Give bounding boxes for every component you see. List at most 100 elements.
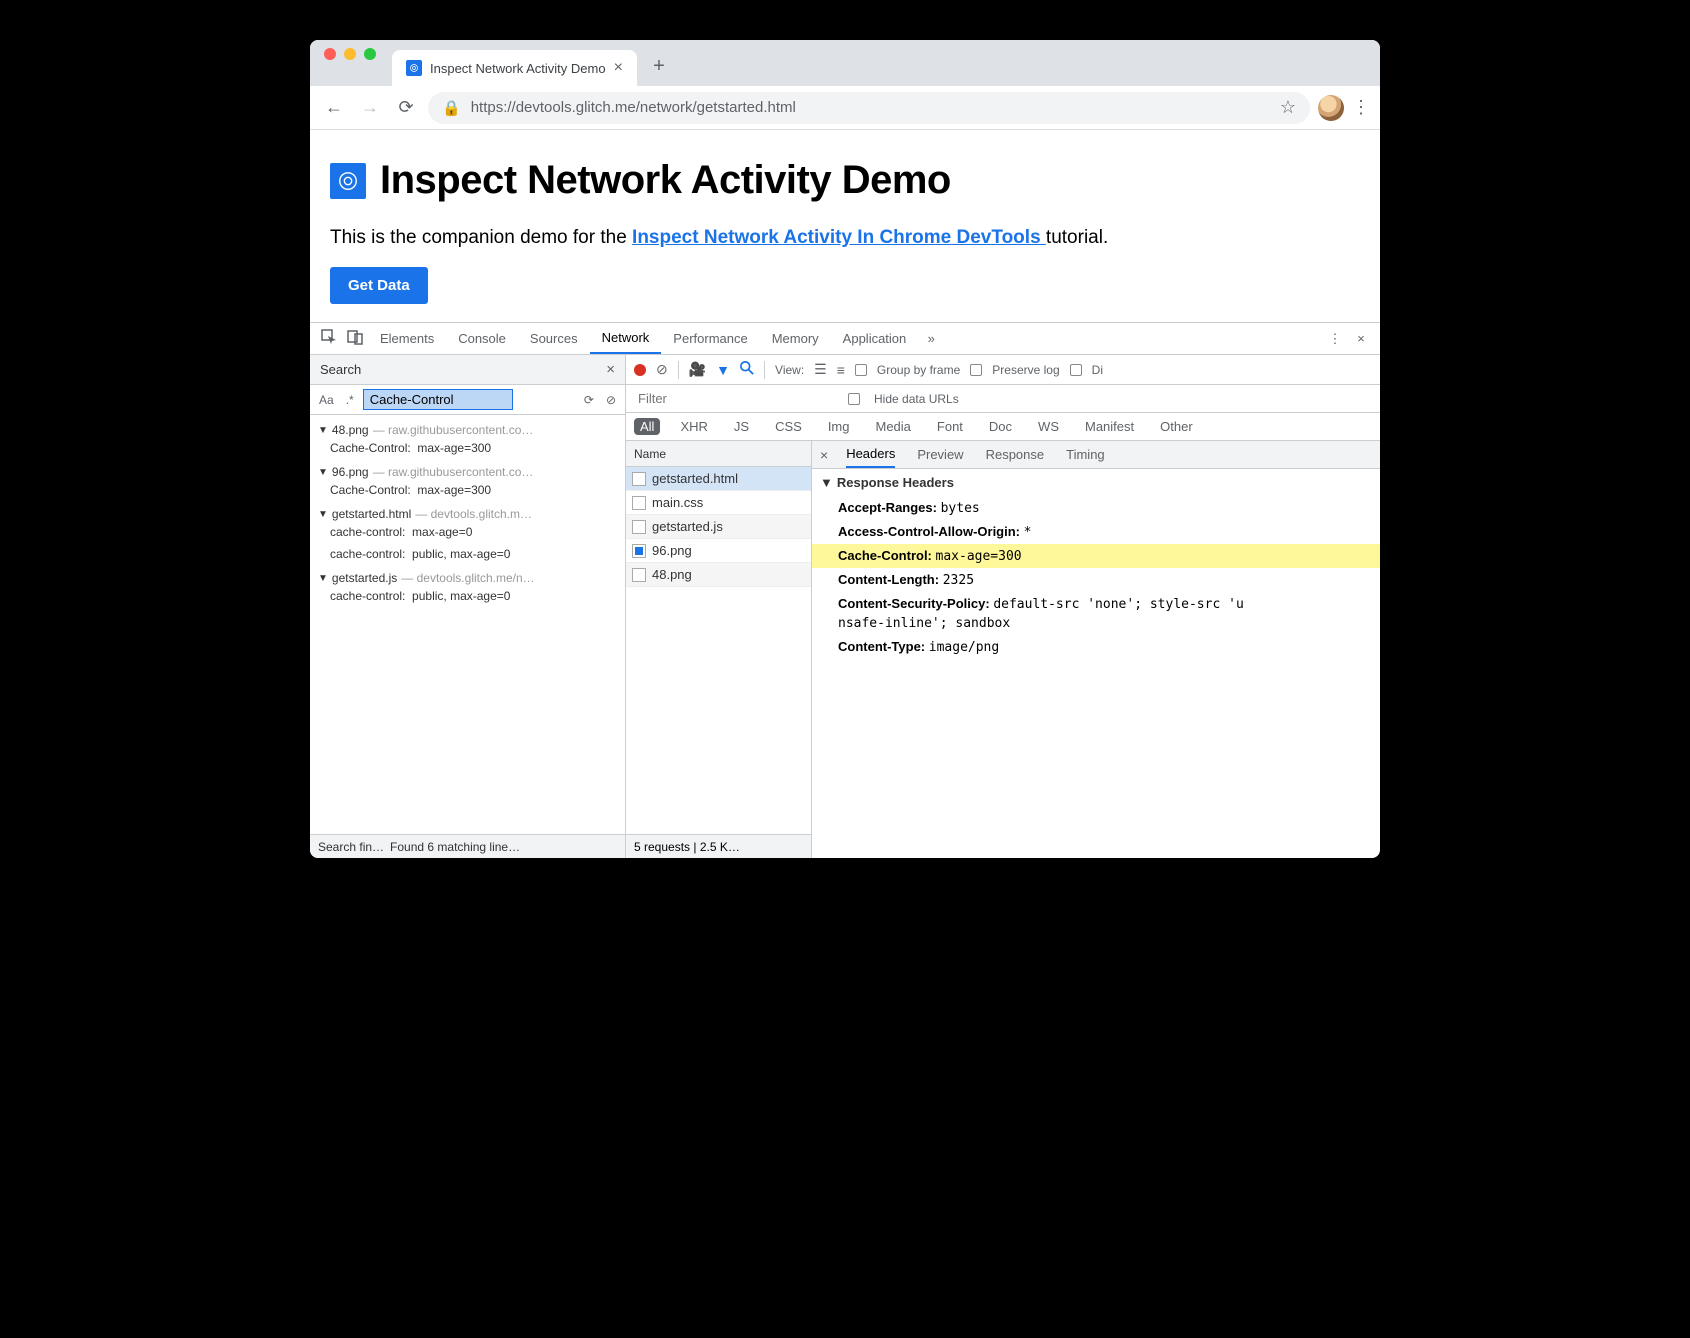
file-icon (632, 544, 646, 558)
tutorial-link[interactable]: Inspect Network Activity In Chrome DevTo… (632, 227, 1046, 248)
hide-data-urls-checkbox[interactable] (848, 393, 860, 405)
preserve-log-checkbox[interactable] (970, 364, 982, 376)
network-request-row[interactable]: 96.png (626, 539, 811, 563)
maximize-window-button[interactable] (364, 48, 376, 60)
browser-toolbar: ← → ⟳ 🔒 https://devtools.glitch.me/netwo… (310, 86, 1380, 130)
new-tab-button[interactable]: + (645, 52, 673, 80)
type-filter-font[interactable]: Font (931, 418, 969, 435)
search-result-file[interactable]: ▼ 96.png — raw.githubusercontent.co… (310, 461, 625, 481)
type-filter-manifest[interactable]: Manifest (1079, 418, 1140, 435)
devtools-tab-sources[interactable]: Sources (518, 323, 590, 354)
network-request-row[interactable]: getstarted.js (626, 515, 811, 539)
response-header-row[interactable]: Access-Control-Allow-Origin: * (812, 520, 1380, 544)
more-tabs-icon[interactable]: » (918, 331, 944, 346)
minimize-window-button[interactable] (344, 48, 356, 60)
type-filter-all[interactable]: All (634, 418, 660, 435)
file-icon (632, 472, 646, 486)
search-result-match[interactable]: cache-control: public, max-age=0 (310, 545, 625, 567)
refresh-search-icon[interactable]: ⟳ (581, 393, 597, 407)
network-request-row[interactable]: main.css (626, 491, 811, 515)
hide-data-urls-label: Hide data URLs (874, 392, 959, 406)
search-result-file[interactable]: ▼ 48.png — raw.githubusercontent.co… (310, 419, 625, 439)
devtools-tabs: ElementsConsoleSourcesNetworkPerformance… (310, 323, 1380, 355)
clear-search-icon[interactable]: ⊘ (603, 393, 619, 407)
network-filter-input[interactable] (634, 389, 834, 408)
filter-icon[interactable]: ▼ (716, 362, 730, 378)
search-result-match[interactable]: cache-control: max-age=0 (310, 523, 625, 545)
devtools-tab-console[interactable]: Console (446, 323, 518, 354)
response-header-row[interactable]: Cache-Control: max-age=300 (812, 544, 1380, 568)
detail-tab-timing[interactable]: Timing (1066, 441, 1105, 468)
search-footer: Search fin… Found 6 matching line… (310, 834, 625, 858)
page-heading: Inspect Network Activity Demo (380, 158, 951, 203)
type-filter-img[interactable]: Img (822, 418, 856, 435)
inspect-element-icon[interactable] (316, 329, 342, 348)
detail-body: ▼ Response Headers Accept-Ranges: bytesA… (812, 469, 1380, 858)
search-result-file[interactable]: ▼ getstarted.html — devtools.glitch.m… (310, 503, 625, 523)
search-result-match[interactable]: cache-control: public, max-age=0 (310, 587, 625, 609)
menu-icon[interactable]: ⋮ (1352, 97, 1370, 118)
devtools-tab-elements[interactable]: Elements (368, 323, 446, 354)
clear-button[interactable]: ⊘ (656, 361, 668, 378)
detail-tab-response[interactable]: Response (986, 441, 1045, 468)
close-window-button[interactable] (324, 48, 336, 60)
profile-avatar[interactable] (1318, 95, 1344, 121)
search-close-icon[interactable]: × (606, 361, 615, 378)
search-result-file[interactable]: ▼ getstarted.js — devtools.glitch.me/n… (310, 567, 625, 587)
type-filter-xhr[interactable]: XHR (674, 418, 713, 435)
large-rows-icon[interactable]: ☰ (814, 361, 827, 378)
search-input[interactable] (363, 389, 513, 410)
back-button[interactable]: ← (320, 94, 348, 122)
response-header-row[interactable]: Content-Type: image/png (812, 635, 1380, 659)
group-by-frame-checkbox[interactable] (855, 364, 867, 376)
devtools-tab-network[interactable]: Network (590, 323, 662, 354)
devtools-menu-icon[interactable]: ⋮ (1322, 331, 1348, 347)
devtools-tab-application[interactable]: Application (831, 323, 919, 354)
search-title: Search (320, 362, 361, 377)
file-icon (632, 568, 646, 582)
favicon-icon (406, 60, 422, 76)
screenshot-icon[interactable]: 🎥 (689, 361, 706, 378)
regex-toggle[interactable]: .* (343, 393, 357, 407)
waterfall-icon[interactable]: ≡ (837, 362, 845, 378)
detail-tabs: × Headers Preview Response Timing (812, 441, 1380, 469)
response-header-row[interactable]: Content-Security-Policy: default-src 'no… (812, 592, 1380, 616)
reload-button[interactable]: ⟳ (392, 94, 420, 122)
address-bar[interactable]: 🔒 https://devtools.glitch.me/network/get… (428, 92, 1310, 124)
tab-close-icon[interactable]: × (614, 59, 623, 77)
match-case-toggle[interactable]: Aa (316, 393, 337, 407)
page-content: Inspect Network Activity Demo This is th… (310, 130, 1380, 322)
search-count: Found 6 matching line… (390, 840, 520, 854)
name-column-header[interactable]: Name (626, 441, 811, 467)
detail-tab-headers[interactable]: Headers (846, 441, 895, 468)
tab-title: Inspect Network Activity Demo (430, 61, 606, 76)
type-filter-doc[interactable]: Doc (983, 418, 1018, 435)
network-request-row[interactable]: 48.png (626, 563, 811, 587)
disable-cache-checkbox[interactable] (1070, 364, 1082, 376)
forward-button[interactable]: → (356, 94, 384, 122)
record-button[interactable] (634, 364, 646, 376)
device-toolbar-icon[interactable] (342, 329, 368, 348)
devtools-tab-performance[interactable]: Performance (661, 323, 759, 354)
get-data-button[interactable]: Get Data (330, 267, 428, 304)
search-result-match[interactable]: Cache-Control: max-age=300 (310, 481, 625, 503)
type-filter-media[interactable]: Media (869, 418, 916, 435)
response-header-row[interactable]: Content-Length: 2325 (812, 568, 1380, 592)
response-header-row[interactable]: Accept-Ranges: bytes (812, 496, 1380, 520)
type-filter-css[interactable]: CSS (769, 418, 808, 435)
type-filter-js[interactable]: JS (728, 418, 755, 435)
devtools-close-icon[interactable]: × (1348, 331, 1374, 346)
detail-close-icon[interactable]: × (820, 447, 828, 463)
preserve-log-label: Preserve log (992, 363, 1059, 377)
detail-tab-preview[interactable]: Preview (917, 441, 963, 468)
network-request-row[interactable]: getstarted.html (626, 467, 811, 491)
search-result-match[interactable]: Cache-Control: max-age=300 (310, 439, 625, 461)
bookmark-icon[interactable]: ☆ (1280, 97, 1296, 118)
devtools-tab-memory[interactable]: Memory (760, 323, 831, 354)
browser-tab[interactable]: Inspect Network Activity Demo × (392, 50, 637, 86)
response-headers-section[interactable]: ▼ Response Headers (812, 469, 1380, 496)
type-filter-ws[interactable]: WS (1032, 418, 1065, 435)
type-filter-other[interactable]: Other (1154, 418, 1199, 435)
search-icon[interactable] (740, 361, 754, 378)
search-controls: Aa .* ⟳ ⊘ (310, 385, 625, 415)
